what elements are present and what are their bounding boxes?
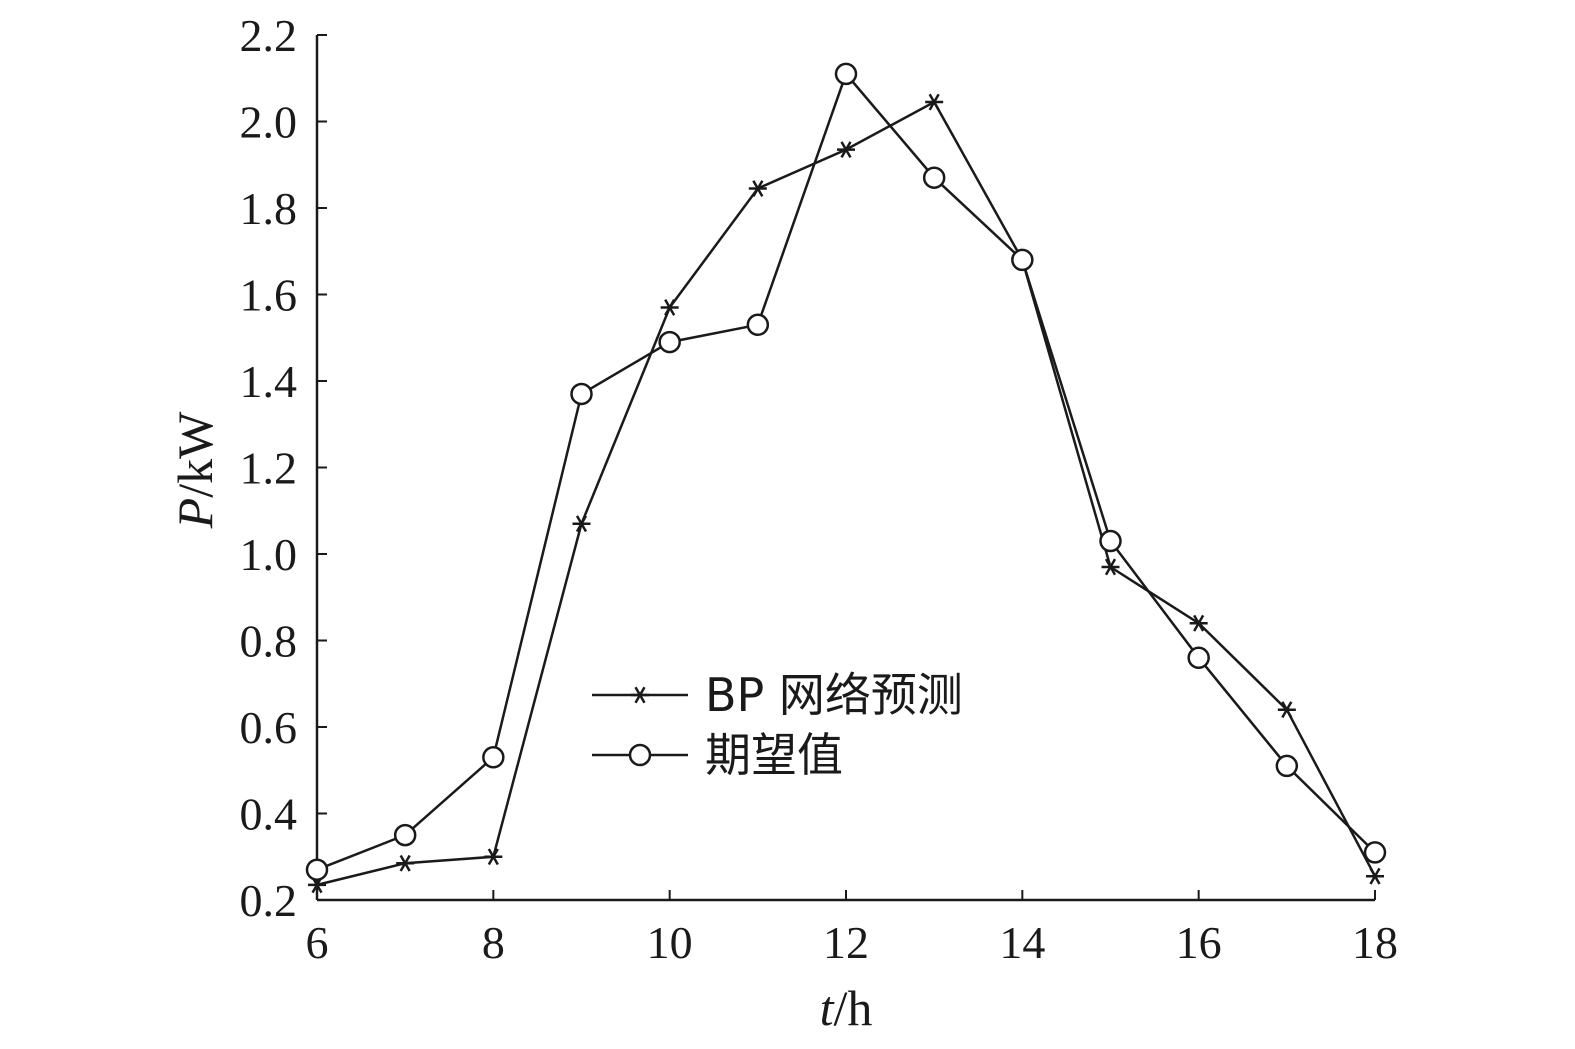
legend-item: 期望值 [592, 728, 843, 782]
series-expected [305, 62, 1387, 881]
axes [315, 35, 1375, 902]
data-point-circle [922, 166, 946, 189]
data-point-star [1101, 558, 1120, 576]
legend-label: 期望值 [705, 728, 843, 782]
data-point-star [396, 854, 415, 872]
data-point-circle [482, 746, 505, 769]
series-bp-prediction [308, 93, 1384, 894]
data-point-star [1277, 701, 1296, 719]
y-tick-label: 1.4 [240, 356, 298, 407]
data-point-circle [393, 823, 417, 847]
series-line [316, 71, 1376, 871]
x-tick-label: 8 [482, 917, 505, 968]
data-point-circle [746, 313, 770, 337]
x-tick-label: 16 [1176, 917, 1222, 968]
x-tick-label: 6 [306, 917, 329, 968]
data-point-circle [1275, 754, 1299, 778]
y-axis-title: P/kW [167, 411, 223, 529]
x-tick-label: 14 [999, 917, 1045, 968]
data-point-star [837, 141, 855, 159]
series-layer [305, 62, 1387, 894]
data-point-star [572, 515, 591, 533]
data-point-star [1189, 614, 1208, 632]
y-axis-ticks: 0.2 0.4 0.6 0.8 1.0 1.2 1.4 1.6 1.8 2.0 2.2 [240, 10, 327, 926]
y-tick-label: 1.2 [240, 443, 298, 494]
y-tick-label: 0.2 [240, 875, 298, 926]
data-point-star [1366, 867, 1384, 885]
legend-label: BP 网络预测 [705, 668, 963, 722]
legend-marker-star [631, 686, 649, 704]
y-tick-label: 0.6 [240, 702, 298, 753]
data-point-circle [1099, 529, 1122, 553]
y-tick-label: 1.6 [240, 270, 298, 321]
data-point-star [925, 93, 944, 111]
y-tick-label: 1.8 [240, 183, 298, 234]
legend-item: BP 网络预测 [592, 668, 963, 722]
data-point-circle [834, 62, 858, 86]
data-point-circle [1011, 248, 1034, 272]
data-point-circle [570, 382, 593, 406]
y-tick-label: 0.8 [240, 616, 298, 667]
y-tick-label: 2.0 [240, 97, 298, 148]
data-point-circle [305, 858, 329, 881]
x-tick-label: 10 [647, 917, 693, 968]
x-tick-label: 12 [823, 917, 869, 968]
data-point-star [748, 180, 767, 197]
y-tick-label: 1.0 [240, 529, 298, 580]
x-tick-label: 18 [1352, 917, 1398, 968]
data-point-circle [1187, 646, 1210, 670]
x-axis-ticks: 6 8 10 12 14 16 18 [306, 890, 1398, 968]
data-point-star [660, 299, 679, 316]
legend-marker-circle [628, 743, 652, 767]
x-axis-title: t/h [820, 980, 873, 1036]
data-point-circle [658, 330, 681, 354]
y-tick-label: 0.4 [240, 789, 298, 840]
data-point-circle [1363, 841, 1387, 864]
series-line [316, 100, 1377, 887]
data-point-star [484, 848, 503, 866]
y-tick-label: 2.2 [240, 10, 298, 61]
